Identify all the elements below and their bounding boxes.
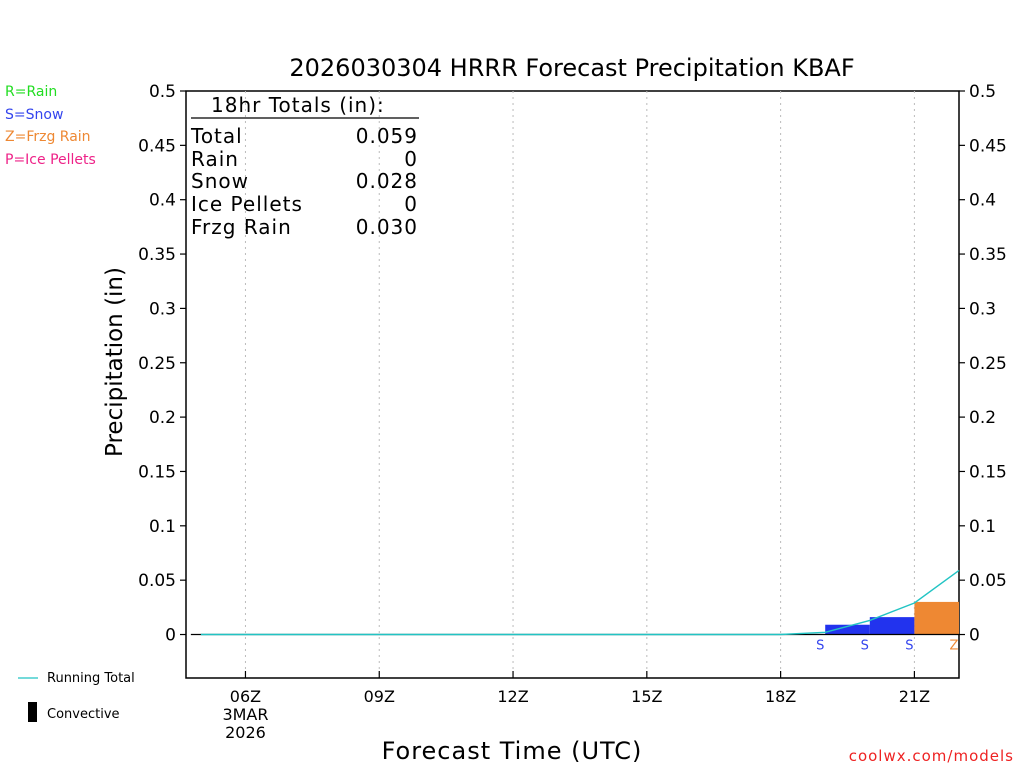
ptype-label: S [861,639,869,654]
chart-title: 2026030304 HRRR Forecast Precipitation K… [289,54,854,82]
totals-label-rain: Rain [191,147,239,171]
totals-box: 18hr Totals (in): Total 0.059 Rain 0 Sno… [190,93,419,239]
y-tick-label-left: 0.2 [149,408,176,428]
totals-value-total: 0.059 [356,124,418,148]
ptype-legend: R=Rain S=Snow Z=Frzg Rain P=Ice Pellets [5,84,96,168]
convective-legend-swatch [28,702,37,722]
precip-bar [869,617,915,635]
y-tick-label-right: 0.1 [969,517,996,537]
totals-value-rain: 0 [404,147,418,171]
plot-frame [185,90,960,679]
totals-value-frzg-rain: 0.030 [356,215,418,239]
y-tick-label-right: 0.25 [969,354,1007,374]
y-tick-label-right: 0.15 [969,462,1007,482]
precip-bar [914,601,959,635]
y-tick-label-right: 0.2 [969,408,996,428]
y-tick-label-left: 0.35 [138,245,176,265]
x-tick-label: 06Z [230,687,261,706]
y-tick-label-right: 0.05 [969,571,1007,591]
y-tick-label-left: 0 [165,626,176,646]
y-ticks: 0 0 0.05 0.05 0.1 0.1 0.15 0.15 0.2 0.2 0.25 0.25 0.… [138,82,1007,646]
precip-bar [825,624,870,635]
x-tick-label: 15Z [631,687,662,706]
x-tick-sublabel: 3MAR [222,705,268,724]
y-tick-label-left: 0.05 [138,571,176,591]
legend-rain: R=Rain [5,84,57,100]
grid-lines [244,91,915,678]
series-legend: Running Total Convective [18,671,135,722]
precip-bars [190,601,959,636]
credit-text: coolwx.com/models [849,747,1014,765]
totals-value-snow: 0.028 [356,169,418,193]
y-tick-label-left: 0.5 [149,82,176,102]
totals-value-ice-pellets: 0 [404,192,418,216]
totals-label-ice-pellets: Ice Pellets [191,192,303,216]
y-tick-label-left: 0.45 [138,136,176,156]
x-tick-label: 18Z [765,687,796,706]
totals-label-total: Total [190,124,243,148]
x-tick-label: 09Z [364,687,395,706]
convective-legend-label: Convective [47,707,120,722]
y-tick-label-left: 0.3 [149,299,176,319]
legend-ice-pellets: P=Ice Pellets [5,152,96,168]
y-tick-label-right: 0 [969,626,980,646]
y-tick-label-right: 0.5 [969,82,996,102]
legend-freezing-rain: Z=Frzg Rain [5,129,91,145]
ptype-label: Z [950,639,959,654]
y-tick-label-right: 0.35 [969,245,1007,265]
y-tick-label-left: 0.4 [149,191,176,211]
x-tick-sublabel: 2026 [225,723,266,742]
y-tick-label-left: 0.1 [149,517,176,537]
running-total-legend-label: Running Total [47,671,135,686]
running-total-series [200,569,960,636]
x-tick-label: 12Z [497,687,528,706]
running-total-line [200,569,960,636]
totals-label-snow: Snow [191,169,249,193]
y-tick-label-left: 0.25 [138,354,176,374]
x-tick-label: 21Z [899,687,930,706]
y-tick-label-right: 0.45 [969,136,1007,156]
ptype-label: S [905,639,913,654]
legend-snow: S=Snow [5,107,63,123]
x-axis-label: Forecast Time (UTC) [382,737,643,765]
y-tick-label-right: 0.3 [969,299,996,319]
y-tick-label-left: 0.15 [138,462,176,482]
ptype-label: S [816,639,824,654]
y-axis-label: Precipitation (in) [102,267,128,457]
totals-label-frzg-rain: Frzg Rain [191,215,292,239]
totals-header: 18hr Totals (in): [211,93,385,117]
y-tick-label-right: 0.4 [969,191,996,211]
